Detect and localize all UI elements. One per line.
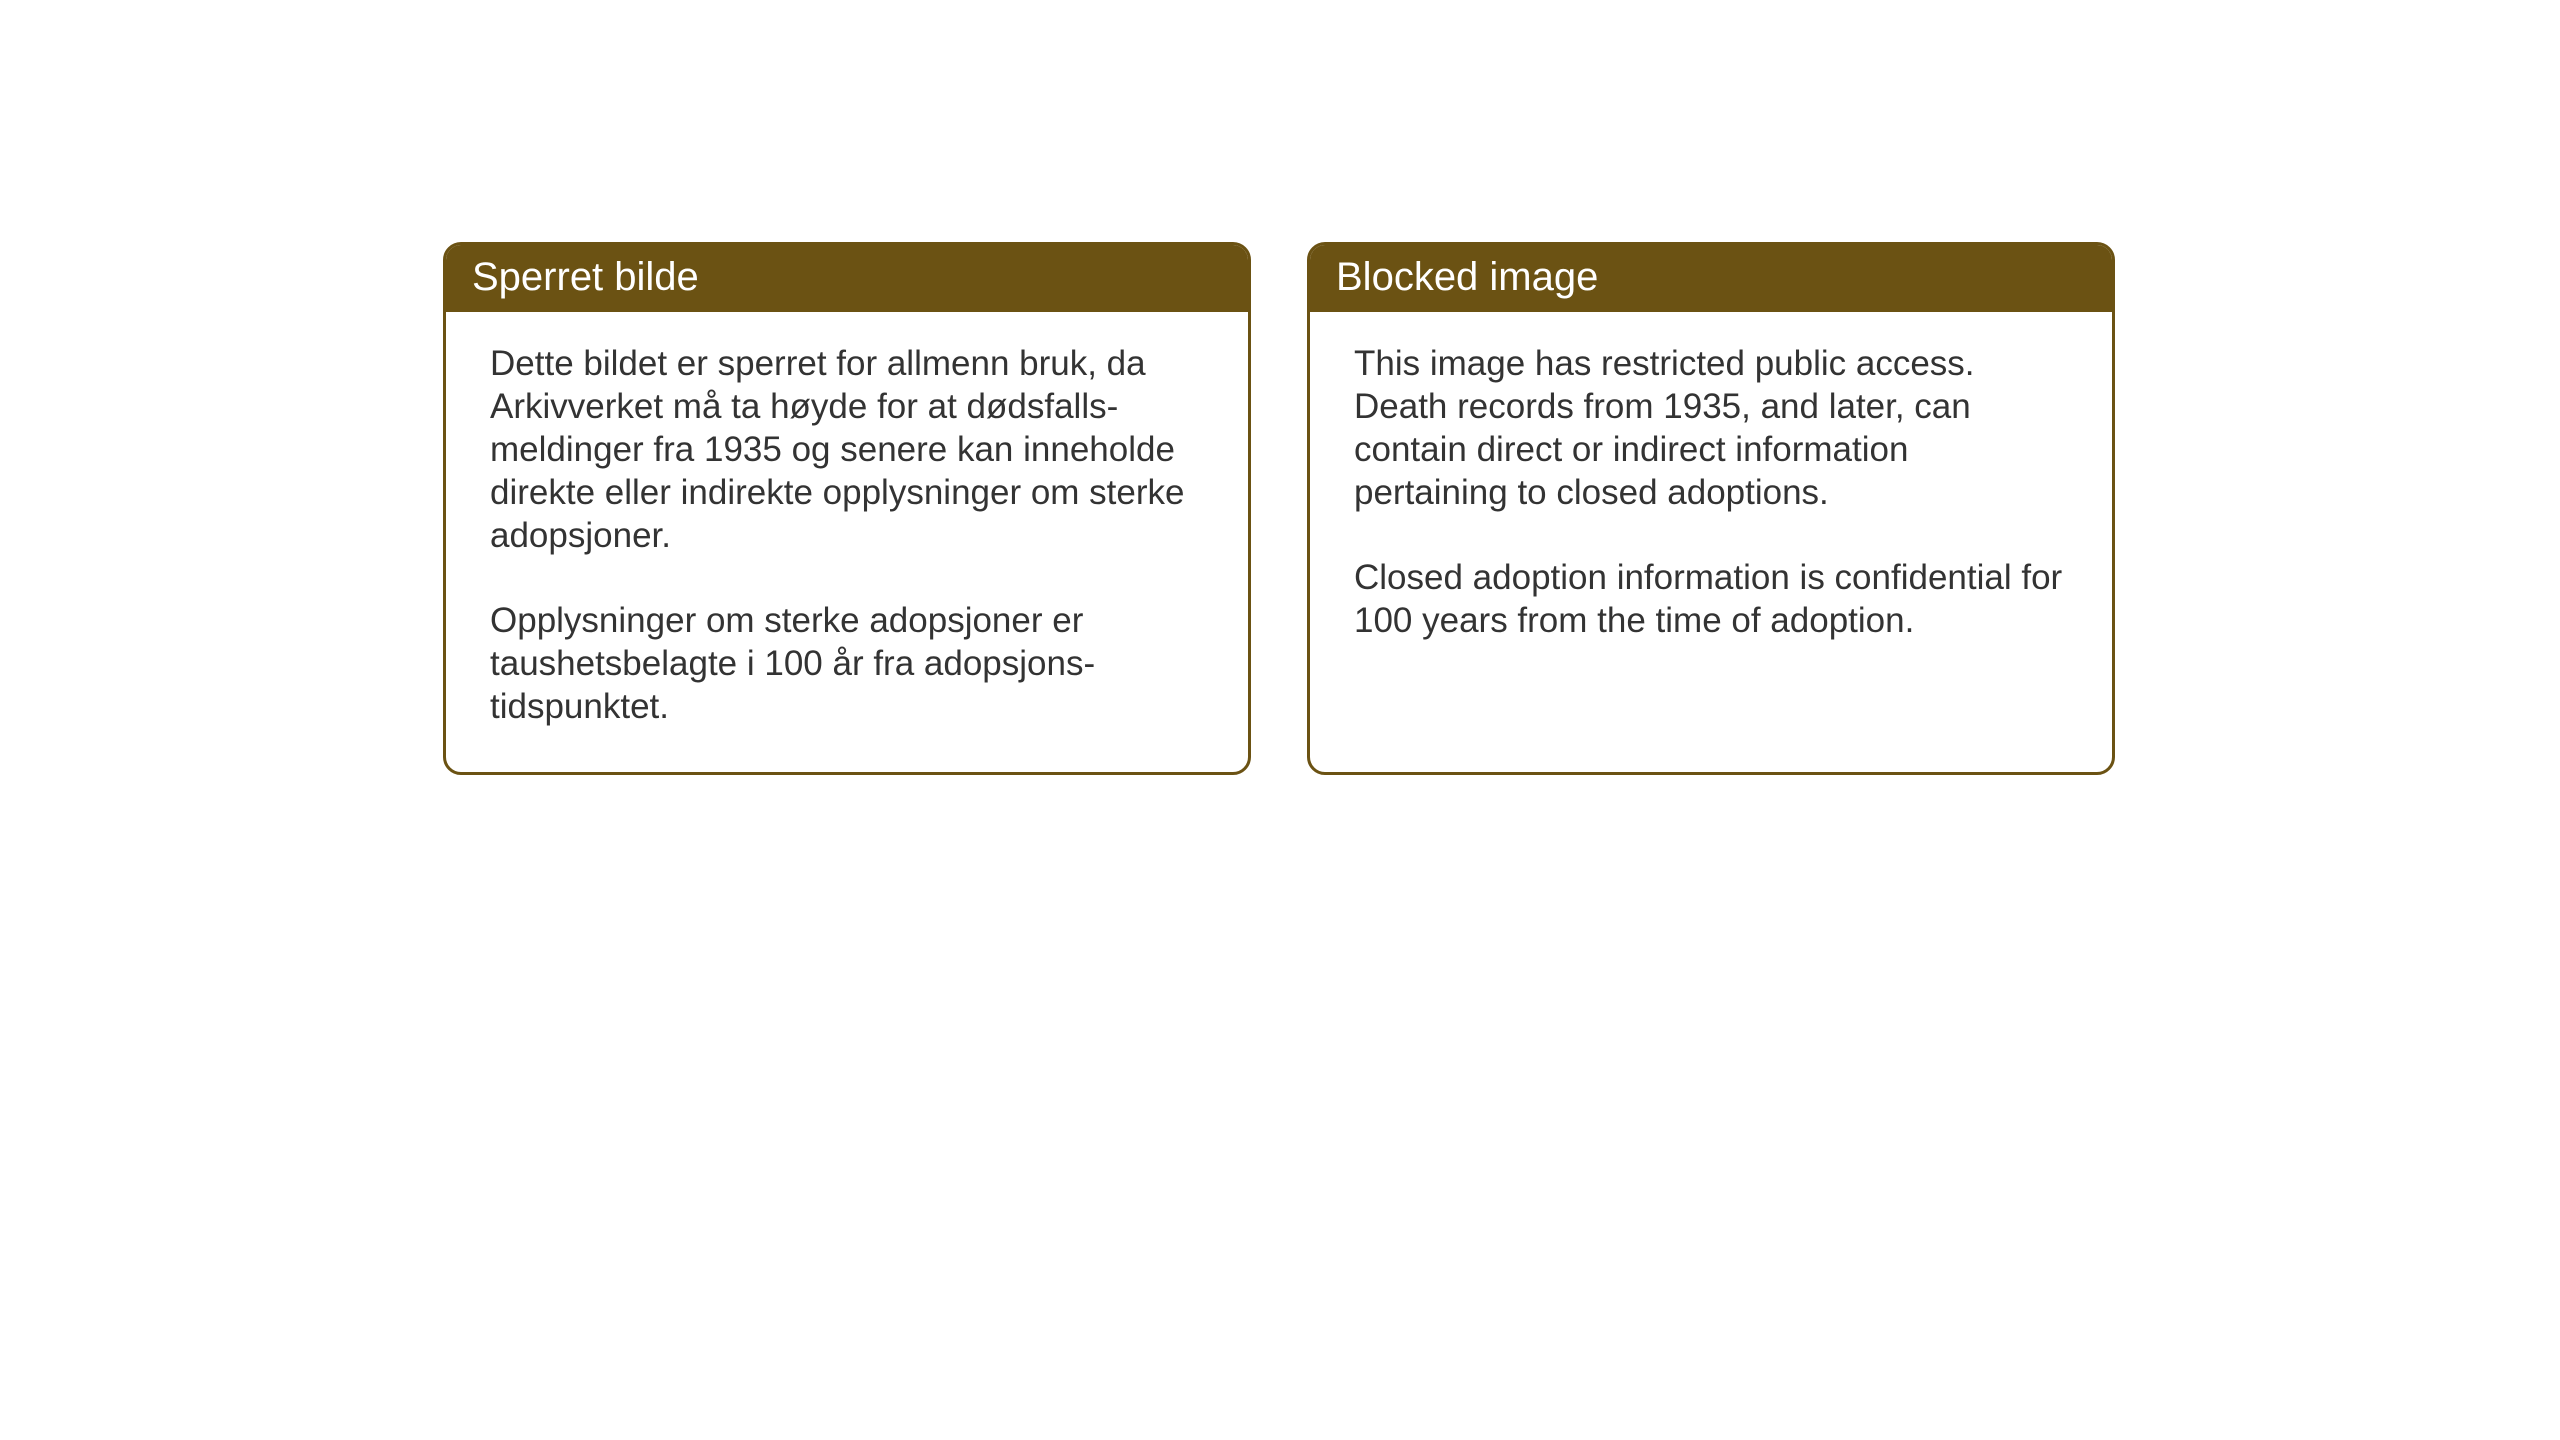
card-paragraph2-english: Closed adoption information is confident… <box>1354 556 2068 642</box>
card-paragraph1-english: This image has restricted public access.… <box>1354 342 2068 514</box>
card-title-english: Blocked image <box>1336 255 1598 299</box>
card-paragraph1-norwegian: Dette bildet er sperret for allmenn bruk… <box>490 342 1204 557</box>
card-header-norwegian: Sperret bilde <box>446 245 1248 312</box>
card-header-english: Blocked image <box>1310 245 2112 312</box>
card-english: Blocked image This image has restricted … <box>1307 242 2115 775</box>
card-title-norwegian: Sperret bilde <box>472 255 699 299</box>
cards-container: Sperret bilde Dette bildet er sperret fo… <box>443 242 2115 775</box>
card-body-norwegian: Dette bildet er sperret for allmenn bruk… <box>446 312 1248 772</box>
card-norwegian: Sperret bilde Dette bildet er sperret fo… <box>443 242 1251 775</box>
card-body-english: This image has restricted public access.… <box>1310 312 2112 686</box>
card-paragraph2-norwegian: Opplysninger om sterke adopsjoner er tau… <box>490 599 1204 728</box>
